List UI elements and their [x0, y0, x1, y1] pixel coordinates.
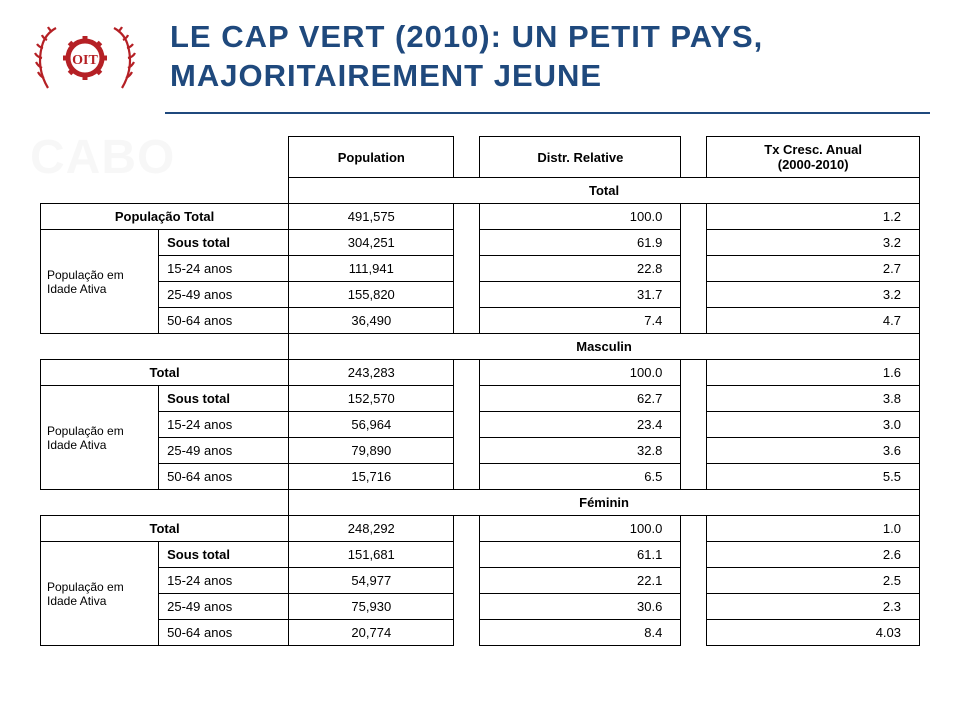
- row-label: População Total: [41, 204, 289, 230]
- row-label: Total: [41, 516, 289, 542]
- cell-tx: 5.5: [707, 464, 920, 490]
- col-header-tx: Tx Cresc. Anual (2000-2010): [707, 137, 920, 178]
- row-label: 50-64 anos: [159, 308, 289, 334]
- cell-pop: 20,774: [289, 620, 454, 646]
- cell-tx: 3.0: [707, 412, 920, 438]
- total-row: Total 243,283 100.0 1.6: [41, 360, 920, 386]
- table-row: População em Idade Ativa Sous total 151,…: [41, 542, 920, 568]
- cell-rel: 100.0: [480, 516, 681, 542]
- group-label: População em Idade Ativa: [41, 386, 159, 490]
- page-title: LE CAP VERT (2010): UN PETIT PAYS, MAJOR…: [170, 18, 930, 96]
- data-table-container: Population Distr. Relative Tx Cresc. Anu…: [40, 136, 920, 646]
- cell-rel: 100.0: [480, 360, 681, 386]
- cell-pop: 248,292: [289, 516, 454, 542]
- cell-rel: 62.7: [480, 386, 681, 412]
- section-name: Total: [289, 178, 920, 204]
- row-label: 25-49 anos: [159, 594, 289, 620]
- cell-rel: 32.8: [480, 438, 681, 464]
- cell-tx: 1.6: [707, 360, 920, 386]
- col-header-population: Population: [289, 137, 454, 178]
- svg-text:OIT: OIT: [72, 53, 98, 68]
- title-line-1: LE CAP VERT (2010): UN PETIT PAYS,: [170, 19, 763, 54]
- cell-rel: 7.4: [480, 308, 681, 334]
- row-label: Sous total: [159, 386, 289, 412]
- row-label: 25-49 anos: [159, 438, 289, 464]
- table-row: 25-49 anos 79,890 32.8 3.6: [41, 438, 920, 464]
- cell-pop: 79,890: [289, 438, 454, 464]
- cell-pop: 155,820: [289, 282, 454, 308]
- cell-pop: 111,941: [289, 256, 454, 282]
- cell-tx: 1.2: [707, 204, 920, 230]
- table-row: 25-49 anos 155,820 31.7 3.2: [41, 282, 920, 308]
- cell-pop: 243,283: [289, 360, 454, 386]
- cell-tx: 2.7: [707, 256, 920, 282]
- cell-tx: 3.8: [707, 386, 920, 412]
- cell-rel: 61.9: [480, 230, 681, 256]
- section-name: Féminin: [289, 490, 920, 516]
- cell-rel: 22.1: [480, 568, 681, 594]
- cell-rel: 31.7: [480, 282, 681, 308]
- cell-rel: 23.4: [480, 412, 681, 438]
- cell-rel: 61.1: [480, 542, 681, 568]
- table-row: 50-64 anos 36,490 7.4 4.7: [41, 308, 920, 334]
- table-row: 15-24 anos 54,977 22.1 2.5: [41, 568, 920, 594]
- tx-line1: Tx Cresc. Anual: [764, 142, 862, 157]
- table-row: 50-64 anos 20,774 8.4 4.03: [41, 620, 920, 646]
- total-row: População Total 491,575 100.0 1.2: [41, 204, 920, 230]
- section-name: Masculin: [289, 334, 920, 360]
- table-row: População em Idade Ativa Sous total 304,…: [41, 230, 920, 256]
- cell-tx: 1.0: [707, 516, 920, 542]
- col-header-distr: Distr. Relative: [480, 137, 681, 178]
- header-rule: [165, 112, 930, 114]
- cell-tx: 2.5: [707, 568, 920, 594]
- group-label: População em Idade Ativa: [41, 230, 159, 334]
- row-label: 15-24 anos: [159, 568, 289, 594]
- population-table: Population Distr. Relative Tx Cresc. Anu…: [40, 136, 920, 646]
- cell-pop: 152,570: [289, 386, 454, 412]
- table-row: 15-24 anos 111,941 22.8 2.7: [41, 256, 920, 282]
- total-row: Total 248,292 100.0 1.0: [41, 516, 920, 542]
- group-label: População em Idade Ativa: [41, 542, 159, 646]
- row-label: Sous total: [159, 542, 289, 568]
- cell-rel: 22.8: [480, 256, 681, 282]
- cell-pop: 15,716: [289, 464, 454, 490]
- row-label: Total: [41, 360, 289, 386]
- table-row: 25-49 anos 75,930 30.6 2.3: [41, 594, 920, 620]
- section-header-row: Masculin: [41, 334, 920, 360]
- cell-pop: 491,575: [289, 204, 454, 230]
- page-header: OIT LE CAP VERT (2010): UN PETIT PAYS, M…: [0, 0, 960, 108]
- cell-tx: 3.2: [707, 230, 920, 256]
- cell-pop: 304,251: [289, 230, 454, 256]
- title-block: LE CAP VERT (2010): UN PETIT PAYS, MAJOR…: [140, 18, 930, 96]
- section-header-row: Féminin: [41, 490, 920, 516]
- table-row: 15-24 anos 56,964 23.4 3.0: [41, 412, 920, 438]
- cell-tx: 4.7: [707, 308, 920, 334]
- cell-tx: 2.3: [707, 594, 920, 620]
- cell-pop: 75,930: [289, 594, 454, 620]
- cell-tx: 2.6: [707, 542, 920, 568]
- cell-rel: 6.5: [480, 464, 681, 490]
- oit-logo: OIT: [30, 18, 140, 98]
- row-label: 50-64 anos: [159, 464, 289, 490]
- cell-tx: 4.03: [707, 620, 920, 646]
- cell-rel: 8.4: [480, 620, 681, 646]
- row-label: 15-24 anos: [159, 412, 289, 438]
- cell-rel: 100.0: [480, 204, 681, 230]
- cell-tx: 3.6: [707, 438, 920, 464]
- cell-pop: 151,681: [289, 542, 454, 568]
- cell-pop: 36,490: [289, 308, 454, 334]
- cell-pop: 56,964: [289, 412, 454, 438]
- title-line-2: MAJORITAIREMENT JEUNE: [170, 58, 602, 93]
- row-label: 25-49 anos: [159, 282, 289, 308]
- cell-rel: 30.6: [480, 594, 681, 620]
- tx-line2: (2000-2010): [778, 157, 849, 172]
- cell-tx: 3.2: [707, 282, 920, 308]
- table-row: 50-64 anos 15,716 6.5 5.5: [41, 464, 920, 490]
- cell-pop: 54,977: [289, 568, 454, 594]
- row-label: Sous total: [159, 230, 289, 256]
- ghost-watermark: CABO: [30, 130, 175, 185]
- row-label: 50-64 anos: [159, 620, 289, 646]
- table-row: População em Idade Ativa Sous total 152,…: [41, 386, 920, 412]
- row-label: 15-24 anos: [159, 256, 289, 282]
